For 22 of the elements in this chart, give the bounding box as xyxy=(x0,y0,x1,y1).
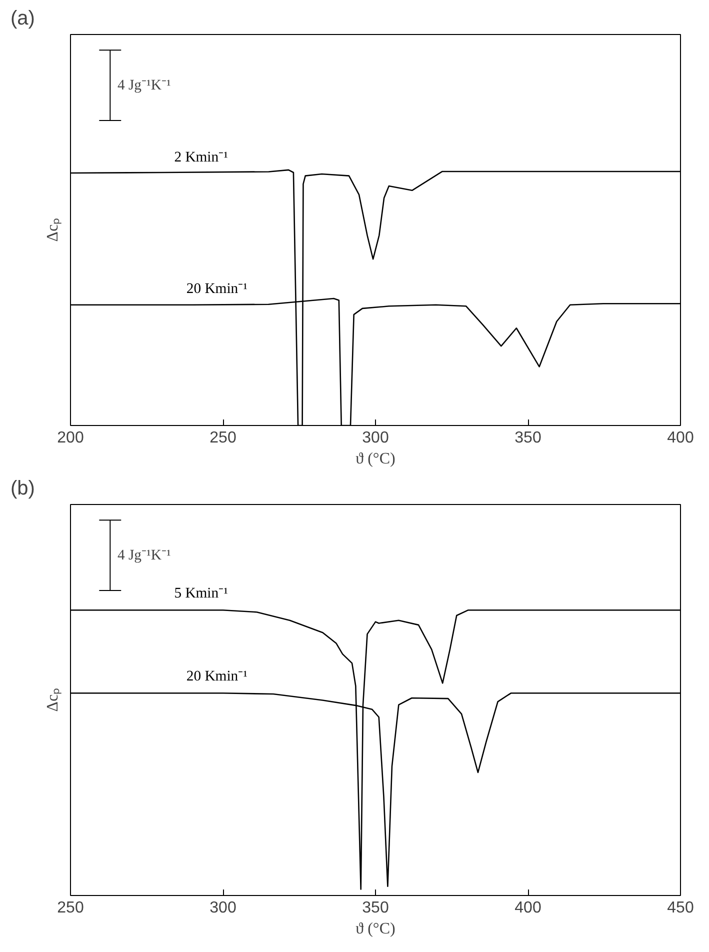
x-tick-label: 350 xyxy=(362,900,389,916)
x-tick-label: 250 xyxy=(210,430,236,446)
x-tick-label: 450 xyxy=(667,900,694,916)
x-axis-title: ϑ (°C) xyxy=(356,920,396,938)
y-axis-title: Δcₚ xyxy=(44,218,62,242)
series-label: 20 Kmin⁻¹ xyxy=(186,281,248,298)
y-axis-title: Δcₚ xyxy=(44,688,62,712)
x-tick-label: 300 xyxy=(362,430,389,446)
text: 4 Jg⁻¹K⁻¹ xyxy=(117,547,171,564)
x-axis-title: ϑ (°C) xyxy=(356,450,396,468)
series-label: 2 Kmin⁻¹ xyxy=(174,149,228,166)
x-tick-label: 300 xyxy=(210,900,236,916)
series-label: 5 Kmin⁻¹ xyxy=(174,586,228,602)
x-tick-label: 400 xyxy=(667,430,694,446)
x-tick-label: 200 xyxy=(57,430,84,446)
x-tick-label: 400 xyxy=(514,900,542,916)
x-tick-label: 250 xyxy=(57,900,84,916)
chart-title: (a) xyxy=(10,8,35,30)
chart-title: (b) xyxy=(10,478,35,500)
series-label: 20 Kmin⁻¹ xyxy=(186,668,248,685)
text: 4 Jg⁻¹K⁻¹ xyxy=(117,77,171,94)
x-tick-label: 350 xyxy=(514,430,542,446)
